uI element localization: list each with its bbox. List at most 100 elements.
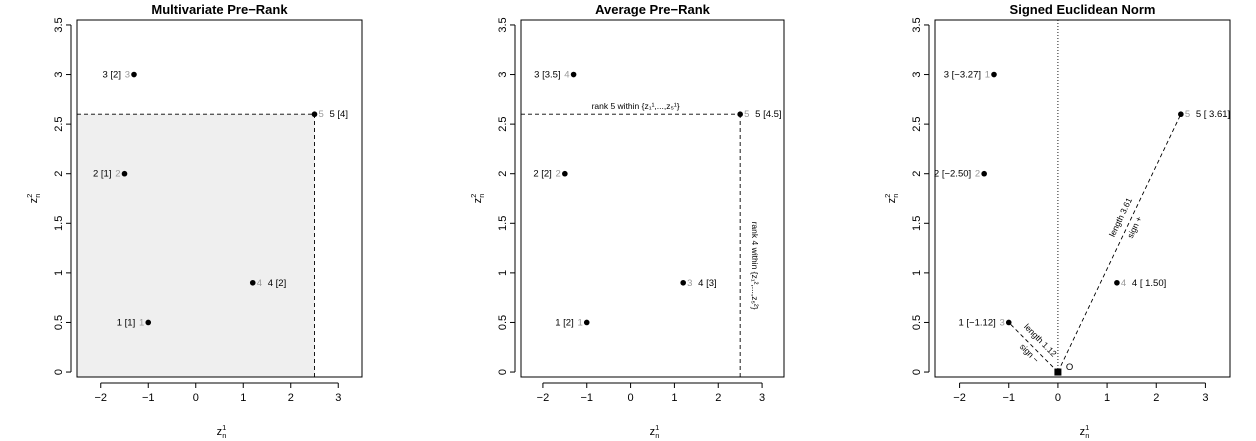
plot-frame bbox=[520, 19, 785, 378]
y-tick-label: 0 bbox=[53, 369, 65, 375]
x-tick-label: 0 bbox=[628, 392, 634, 404]
y-axis-label: z2n bbox=[25, 194, 42, 204]
y-tick-label: 3.5 bbox=[911, 17, 923, 32]
y-tick-label: 0.5 bbox=[497, 315, 509, 330]
point-rank-label: 2 bbox=[975, 169, 980, 180]
panel-3: Signed Euclidean Norm −2 −1 0 1 2 3 0 0.5 1 1.5 2 2.… bbox=[883, 2, 1231, 440]
dashed-line bbox=[1057, 114, 1182, 373]
point-label: 4 [2] bbox=[268, 278, 287, 289]
panel-2: Average Pre−Rank −2 −1 0 1 2 3 0 0.5 1 1.5 2 2.5 3 3.5… bbox=[469, 2, 785, 440]
x-tick-label: −2 bbox=[537, 392, 550, 404]
y-tick-label: 1 bbox=[497, 270, 509, 276]
x-tick-label: 1 bbox=[240, 392, 246, 404]
annotation-horizontal: rank 5 within {z₁¹,...,z₅¹} bbox=[592, 101, 680, 111]
x-axis-label: z1 n bbox=[1080, 423, 1090, 440]
data-point bbox=[991, 71, 997, 78]
x-tick-label: 3 bbox=[335, 392, 341, 404]
plot-frame bbox=[76, 19, 363, 378]
data-point bbox=[249, 279, 256, 286]
y-tick-label: 3.5 bbox=[497, 17, 509, 32]
y-tick-label: 1.5 bbox=[53, 216, 65, 231]
data-point bbox=[1178, 111, 1184, 118]
x-tick-label: −2 bbox=[953, 392, 966, 404]
annotation-vertical: rank 4 within {z₁²,...,z₅²} bbox=[750, 222, 760, 310]
x-tick-label: 1 bbox=[671, 392, 677, 404]
x-tick-label: 2 bbox=[1153, 392, 1159, 404]
x-axis-label: z1 n bbox=[650, 423, 660, 440]
y-tick-label: 3 bbox=[497, 71, 509, 77]
point-rank-label: 2 bbox=[556, 169, 561, 180]
panel-1: Multivariate Pre−Rank −2 −1 0 1 2 3 0 0.5 1 1.5 2 2.… bbox=[25, 2, 363, 440]
y-tick-label: 0 bbox=[497, 369, 509, 375]
annotation-sign-positive: sign + bbox=[1125, 215, 1144, 240]
x-tick-label: 2 bbox=[715, 392, 721, 404]
point-rank-label: 5 bbox=[319, 109, 324, 120]
data-point bbox=[981, 170, 987, 177]
point-rank-label: 4 bbox=[1121, 278, 1126, 289]
data-point bbox=[680, 279, 686, 286]
point-label: 3 [3.5] bbox=[534, 70, 560, 81]
y-tick-label: 2 bbox=[911, 171, 923, 177]
x-tick-label: 3 bbox=[759, 392, 765, 404]
point-label: 3 [2] bbox=[103, 70, 122, 81]
origin-label: O bbox=[1066, 362, 1073, 373]
point-label: 5 [4.5] bbox=[755, 109, 781, 120]
shaded-region bbox=[77, 114, 315, 377]
y-tick-label: 0.5 bbox=[53, 315, 65, 330]
x-tick-label: 3 bbox=[1202, 392, 1208, 404]
data-point bbox=[570, 71, 577, 78]
x-tick-label: −2 bbox=[94, 392, 107, 404]
point-label: 5 [4] bbox=[330, 109, 349, 120]
point-rank-label: 3 bbox=[687, 278, 692, 289]
y-tick-label: 1.5 bbox=[497, 216, 509, 231]
y-tick-label: 0 bbox=[911, 369, 923, 375]
x-tick-label: 2 bbox=[288, 392, 294, 404]
point-label: 4 [ 1.50] bbox=[1132, 278, 1166, 289]
point-label: 1 [1] bbox=[117, 317, 136, 328]
point-label: 1 [2] bbox=[555, 317, 574, 328]
point-label: 2 [−2.50] bbox=[934, 169, 971, 180]
y-tick-label: 1 bbox=[53, 270, 65, 276]
point-rank-label: 1 bbox=[985, 70, 990, 81]
data-point bbox=[1114, 279, 1120, 286]
chart-title: Multivariate Pre−Rank bbox=[151, 2, 288, 17]
y-tick-label: 3 bbox=[53, 71, 65, 77]
x-tick-label: 1 bbox=[1104, 392, 1110, 404]
point-rank-label: 4 bbox=[564, 70, 569, 81]
point-rank-label: 2 bbox=[115, 169, 120, 180]
x-tick-label: −1 bbox=[580, 392, 593, 404]
x-tick-label: 0 bbox=[193, 392, 199, 404]
origin-marker bbox=[1054, 368, 1062, 376]
y-tick-label: 3.5 bbox=[53, 17, 65, 32]
y-tick-label: 2.5 bbox=[497, 116, 509, 131]
point-rank-label: 3 bbox=[125, 70, 130, 81]
plot-frame bbox=[934, 19, 1231, 378]
data-point bbox=[737, 111, 743, 118]
y-tick-label: 0.5 bbox=[911, 315, 923, 330]
point-rank-label: 3 bbox=[999, 317, 1004, 328]
y-tick-label: 2.5 bbox=[53, 116, 65, 131]
data-point bbox=[562, 170, 568, 177]
point-label: 3 [−3.27] bbox=[944, 70, 981, 81]
y-tick-label: 3 bbox=[911, 71, 923, 77]
point-label: 5 [ 3.61] bbox=[1196, 109, 1230, 120]
x-tick-label: −1 bbox=[1002, 392, 1015, 404]
x-tick-label: 0 bbox=[1055, 392, 1061, 404]
point-label: 2 [1] bbox=[93, 169, 112, 180]
y-tick-label: 1.5 bbox=[911, 216, 923, 231]
y-tick-label: 2.5 bbox=[911, 116, 923, 131]
point-rank-label: 1 bbox=[577, 317, 582, 328]
point-rank-label: 5 bbox=[744, 109, 749, 120]
point-label: 2 [2] bbox=[533, 169, 552, 180]
y-tick-label: 2 bbox=[53, 171, 65, 177]
x-tick-label: −1 bbox=[142, 392, 155, 404]
data-point bbox=[583, 319, 590, 326]
dashed-line bbox=[1008, 322, 1059, 373]
chart-title: Average Pre−Rank bbox=[595, 2, 711, 17]
data-point bbox=[121, 170, 128, 177]
point-rank-label: 1 bbox=[139, 317, 144, 328]
y-tick-label: 1 bbox=[911, 270, 923, 276]
x-axis-label: z1 n bbox=[217, 423, 227, 440]
point-rank-label: 4 bbox=[257, 278, 262, 289]
data-point bbox=[145, 319, 152, 326]
